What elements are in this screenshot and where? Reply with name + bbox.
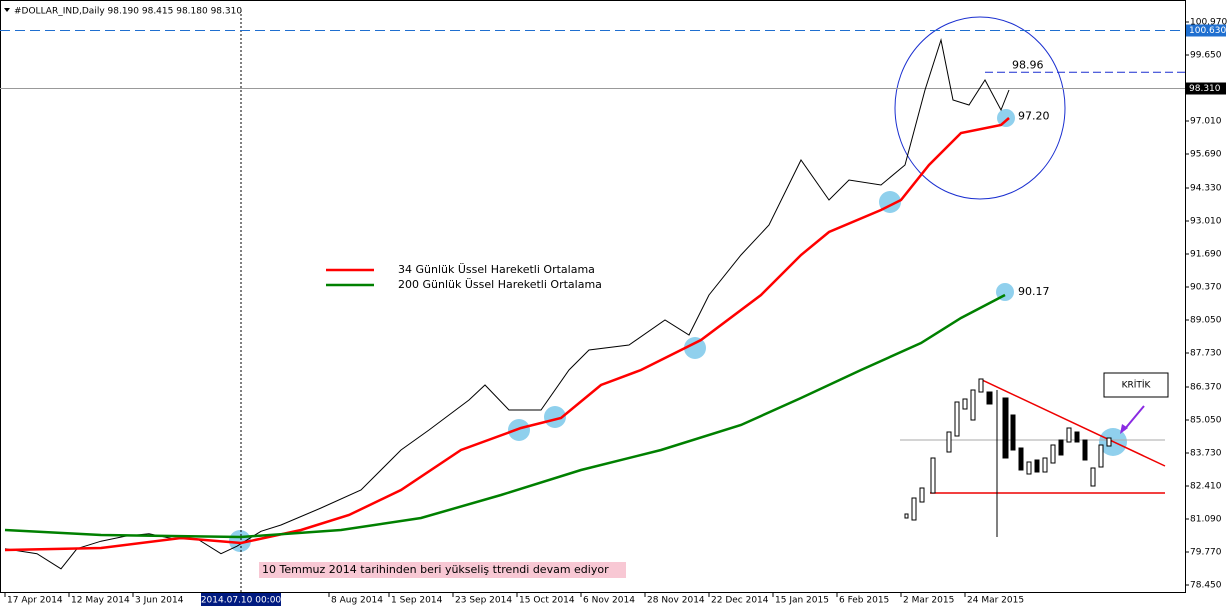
price-label-bg xyxy=(1186,24,1226,37)
plot-frame xyxy=(0,0,1186,593)
y-tick-label: 79.770 xyxy=(1190,548,1222,558)
menu-arrow[interactable] xyxy=(4,8,10,12)
highlight-ellipse xyxy=(894,16,1066,200)
y-tick-label: 86.370 xyxy=(1190,383,1222,393)
x-tick-label: 2 Mar 2015 xyxy=(903,596,954,606)
y-tick-label: 90.370 xyxy=(1190,283,1222,293)
x-tick-label: 8 Aug 2014 xyxy=(331,596,383,606)
chart-title: #DOLLAR_IND,Daily 98.190 98.415 98.180 9… xyxy=(14,7,242,17)
legend-label: 200 Günlük Üssel Hareketli Ortalama xyxy=(398,278,602,291)
x-tick-label: 24 Mar 2015 xyxy=(967,596,1024,606)
x-tick-label: 15 Oct 2014 xyxy=(519,596,575,606)
series-line xyxy=(4,293,1006,539)
annotation: 97.20 xyxy=(1018,109,1050,122)
x-tick-label: 12 May 2014 xyxy=(71,596,130,606)
price-label: 100.630 xyxy=(1189,26,1226,36)
x-tick-label: 28 Nov 2014 xyxy=(647,596,705,606)
y-tick-label: 97.010 xyxy=(1190,117,1222,127)
x-tick-label: 23 Sep 2014 xyxy=(455,596,512,606)
price-label: 98.310 xyxy=(1189,84,1221,94)
annotation: 90.17 xyxy=(1018,285,1050,298)
note-bg xyxy=(259,562,626,578)
note: 10 Temmuz 2014 tarihinden beri yükseliş … xyxy=(262,563,609,576)
x-tick-label: 6 Nov 2014 xyxy=(583,596,635,606)
x-tick-label: 22 Dec 2014 xyxy=(711,596,769,606)
series-line xyxy=(4,117,1010,552)
y-tick-label: 81.090 xyxy=(1190,515,1222,525)
y-tick-label: 94.330 xyxy=(1190,184,1222,194)
x-tick-label: 15 Jan 2015 xyxy=(775,596,829,606)
price-label-bg xyxy=(1186,82,1226,95)
callout-arrowhead xyxy=(1120,424,1128,434)
x-tick-label: 17 Apr 2014 xyxy=(7,596,63,606)
x-tick-label: 6 Feb 2015 xyxy=(839,596,889,606)
annotation: 98.96 xyxy=(1012,58,1044,71)
y-tick-label: 85.050 xyxy=(1190,416,1222,426)
callout-box xyxy=(1103,372,1169,398)
crosshair-label-bg xyxy=(201,593,281,606)
y-tick-label: 82.410 xyxy=(1190,482,1222,492)
y-tick-label: 87.730 xyxy=(1190,349,1222,359)
inset-pattern xyxy=(900,378,1166,537)
y-tick-label: 99.650 xyxy=(1190,51,1222,61)
callout-arrow xyxy=(1123,405,1145,431)
y-tick-label: 95.690 xyxy=(1190,150,1222,160)
legend-label: 34 Günlük Üssel Hareketli Ortalama xyxy=(398,263,595,276)
crosshair-label: 2014.07.10 00:00 xyxy=(201,596,282,606)
y-tick-label: 93.010 xyxy=(1190,217,1222,227)
x-tick-label: 1 Sep 2014 xyxy=(391,596,443,606)
callout: KRİTİK xyxy=(1122,380,1152,391)
y-tick-label: 100.970 xyxy=(1190,18,1227,28)
x-tick-label: 3 Jun 2014 xyxy=(135,596,184,606)
y-tick-label: 91.690 xyxy=(1190,250,1222,260)
y-tick-label: 89.050 xyxy=(1190,316,1222,326)
y-tick-label: 83.730 xyxy=(1190,449,1222,459)
y-tick-label: 78.450 xyxy=(1190,581,1222,591)
